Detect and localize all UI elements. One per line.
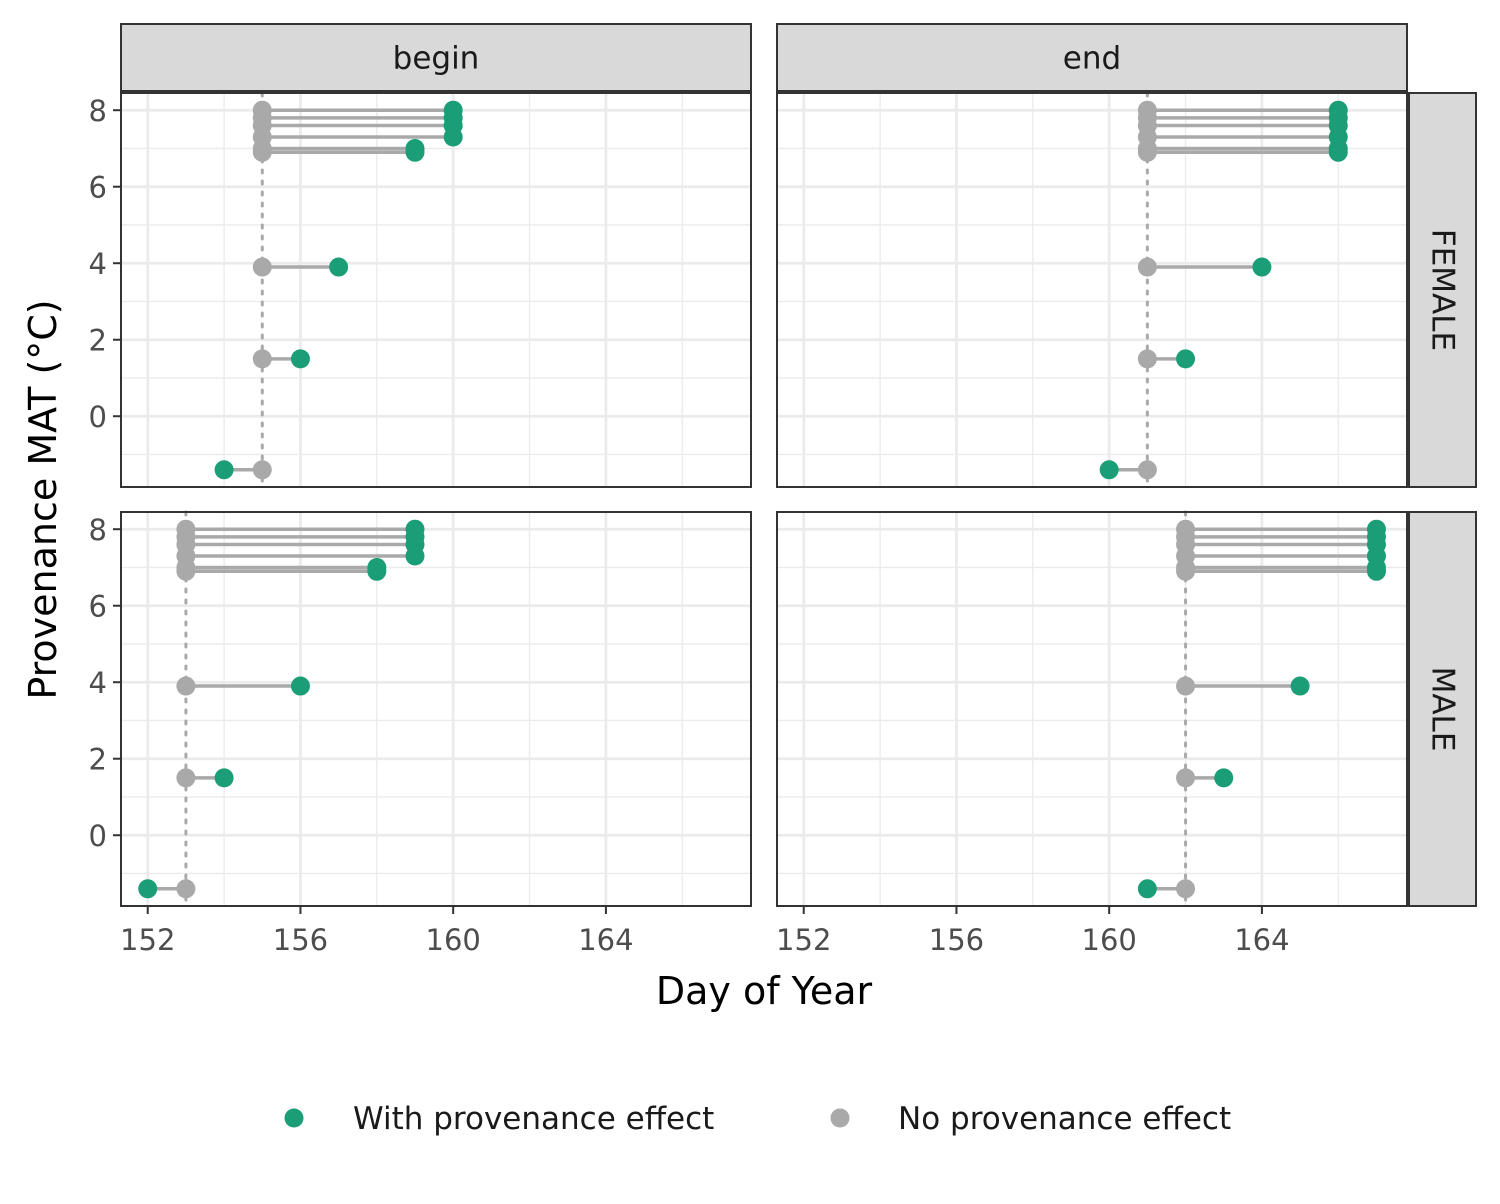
point-no-provenance-effect (176, 676, 196, 696)
point-with-provenance-effect (138, 879, 158, 899)
facet-strip-female (1408, 92, 1477, 488)
point-with-provenance-effect (214, 460, 234, 480)
point-with-provenance-effect (367, 561, 387, 581)
x-tick-label: 160 (426, 923, 481, 957)
legend-key-with (284, 1108, 304, 1128)
point-with-provenance-effect (1137, 879, 1157, 899)
panel-background (777, 93, 1407, 487)
x-tick-label: 156 (273, 923, 328, 957)
point-with-provenance-effect (405, 546, 425, 566)
x-tick-label: 160 (1082, 923, 1137, 957)
legend-label-with: With provenance effect (353, 1101, 714, 1137)
legend-key-without (830, 1108, 850, 1128)
y-tick-label: 8 (89, 513, 107, 547)
point-no-provenance-effect (1176, 768, 1196, 788)
point-no-provenance-effect (1176, 561, 1196, 581)
x-tick-label: 164 (1234, 923, 1289, 957)
panel-background (777, 512, 1407, 906)
facet-strip-begin (120, 23, 752, 92)
point-no-provenance-effect (1137, 142, 1157, 162)
facet-label-begin: begin (393, 41, 480, 77)
point-no-provenance-effect (252, 460, 272, 480)
point-with-provenance-effect (443, 127, 463, 147)
facet-label-end: end (1063, 41, 1121, 77)
facet-label-female: FEMALE (1425, 229, 1461, 351)
point-with-provenance-effect (1176, 349, 1196, 369)
y-tick-label: 2 (89, 324, 107, 358)
point-no-provenance-effect (252, 349, 272, 369)
y-tick-label: 4 (89, 247, 107, 281)
panel-background (121, 512, 751, 906)
point-no-provenance-effect (176, 768, 196, 788)
x-tick-label: 156 (929, 923, 984, 957)
point-no-provenance-effect (1137, 460, 1157, 480)
point-with-provenance-effect (1290, 676, 1310, 696)
point-no-provenance-effect (252, 142, 272, 162)
y-tick-label: 0 (89, 400, 107, 434)
y-tick-label: 4 (89, 666, 107, 700)
point-with-provenance-effect (1214, 768, 1234, 788)
panel-border (120, 511, 752, 907)
y-axis-title: Provenance MAT (°C) (21, 299, 65, 699)
panel-female-end (776, 91, 1408, 489)
x-tick-label: 152 (776, 923, 831, 957)
y-tick-label: 6 (89, 590, 107, 624)
panel-background (121, 93, 751, 487)
point-no-provenance-effect (1176, 676, 1196, 696)
point-no-provenance-effect (1137, 257, 1157, 277)
point-with-provenance-effect (1366, 561, 1386, 581)
panel-male-begin (120, 510, 752, 908)
panel-border (776, 92, 1408, 488)
point-no-provenance-effect (1176, 879, 1196, 899)
y-tick-label: 8 (89, 94, 107, 128)
point-with-provenance-effect (1252, 257, 1272, 277)
point-with-provenance-effect (1099, 460, 1119, 480)
panel-border (120, 92, 752, 488)
point-with-provenance-effect (405, 142, 425, 162)
facet-label-male: MALE (1425, 667, 1461, 752)
panel-female-begin (120, 91, 752, 489)
facet-strip-end (776, 23, 1408, 92)
panel-male-end (776, 510, 1408, 908)
y-tick-label: 6 (89, 171, 107, 205)
point-with-provenance-effect (329, 257, 349, 277)
point-no-provenance-effect (1137, 349, 1157, 369)
panel-border (776, 511, 1408, 907)
facet-strip-male (1408, 511, 1477, 907)
x-tick-label: 164 (578, 923, 633, 957)
point-with-provenance-effect (1328, 142, 1348, 162)
point-no-provenance-effect (176, 879, 196, 899)
point-with-provenance-effect (290, 676, 310, 696)
x-tick-label: 152 (120, 923, 175, 957)
legend-label-without: No provenance effect (898, 1101, 1231, 1137)
point-no-provenance-effect (252, 257, 272, 277)
y-tick-label: 0 (89, 819, 107, 853)
point-no-provenance-effect (176, 561, 196, 581)
point-with-provenance-effect (290, 349, 310, 369)
point-with-provenance-effect (214, 768, 234, 788)
y-tick-label: 2 (89, 743, 107, 777)
x-axis-title: Day of Year (656, 969, 873, 1013)
